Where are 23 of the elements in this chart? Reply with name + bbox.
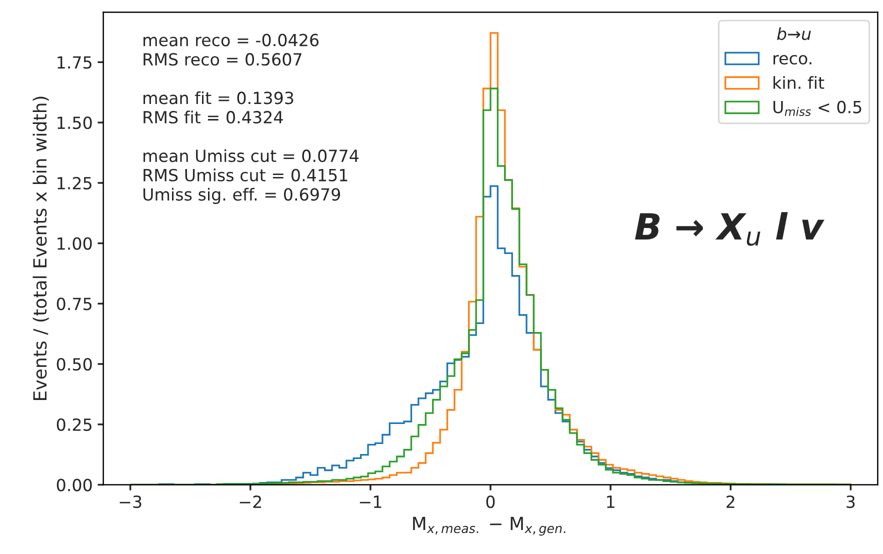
y-tick-label: 0.00 bbox=[56, 478, 92, 492]
y-tick-label: 1.75 bbox=[58, 56, 92, 69]
y-axis-title: Events / (total Events x bin width) bbox=[32, 96, 49, 400]
x-tick-label: −1 bbox=[360, 496, 382, 508]
legend-label: kin. fit bbox=[774, 76, 824, 89]
y-tick-label: 1.25 bbox=[58, 176, 92, 190]
annotation: B → X$_{u}$ l v bbox=[635, 212, 824, 246]
x-axis-title: M$_{x,meas.}$ − M$_{x,gen.}$ bbox=[413, 516, 566, 536]
x-tick-label: 0 bbox=[486, 495, 495, 508]
legend-label: U$_{miss}$ < 0.5 bbox=[773, 100, 862, 116]
x-tick-label: 2 bbox=[726, 495, 734, 508]
x-tick-label: −2 bbox=[240, 495, 261, 508]
x-tick-label: −3 bbox=[120, 495, 142, 508]
legend-title: b→u bbox=[777, 27, 811, 40]
y-tick-label: 0.75 bbox=[56, 298, 92, 310]
text: mean reco = -0.0426 RMS reco = 0.5607 mean fit = 0.1393 RMS fit = 0.4324 mean Umiss cut = 0.0774 RMS Umiss cut = 0.4151 Umiss sig. eff. = 0.6979 bbox=[143, 34, 359, 204]
y-tick-label: 1.50 bbox=[58, 116, 92, 130]
legend-label: reco. bbox=[774, 54, 812, 65]
y-tick-label: 0.25 bbox=[56, 418, 92, 431]
x-tick-label: 1 bbox=[607, 496, 614, 508]
x-tick-label: 3 bbox=[846, 495, 855, 508]
y-tick-label: 1.00 bbox=[58, 237, 92, 250]
y-tick-label: 0.50 bbox=[56, 358, 92, 371]
